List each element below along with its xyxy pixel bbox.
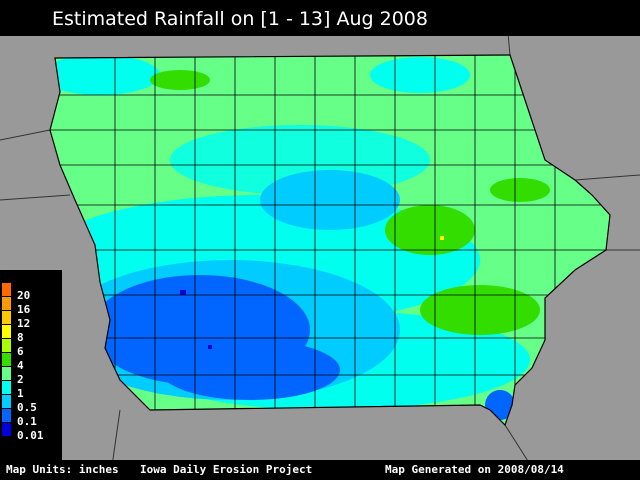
- title-bar: [0, 0, 640, 36]
- legend-label: 0.01: [17, 429, 44, 442]
- legend-swatch: [2, 297, 11, 310]
- legend-label: 16: [17, 303, 31, 316]
- legend-swatch: [2, 311, 11, 324]
- legend-label: 8: [17, 331, 24, 344]
- legend-swatch: [2, 423, 11, 436]
- legend-swatch: [2, 409, 11, 422]
- legend-label: 1: [17, 387, 24, 400]
- legend-swatch: [2, 353, 11, 366]
- legend-label: 12: [17, 317, 30, 330]
- legend-swatch: [2, 325, 11, 338]
- generated-date: Map Generated on 2008/08/14: [385, 463, 564, 476]
- legend-label: 4: [17, 359, 24, 372]
- project-name: Iowa Daily Erosion Project: [140, 463, 312, 476]
- legend-swatch: [2, 339, 11, 352]
- title: Estimated Rainfall on [1 - 13] Aug 2008: [52, 8, 428, 30]
- legend-swatch: [2, 395, 11, 408]
- rainfall-field: [50, 55, 610, 425]
- legend-swatch: [2, 283, 11, 296]
- legend-label: 2: [17, 373, 24, 386]
- legend-swatch: [2, 381, 11, 394]
- legend-swatch: [2, 367, 11, 380]
- iowa-outline: [49, 54, 611, 427]
- footer-bar: [0, 460, 640, 480]
- legend-label: 0.5: [17, 401, 37, 414]
- legend-label: 0.1: [17, 415, 37, 428]
- legend-label: 20: [17, 289, 30, 302]
- legend-label: 6: [17, 345, 24, 358]
- map-units: Map Units: inches: [6, 463, 119, 476]
